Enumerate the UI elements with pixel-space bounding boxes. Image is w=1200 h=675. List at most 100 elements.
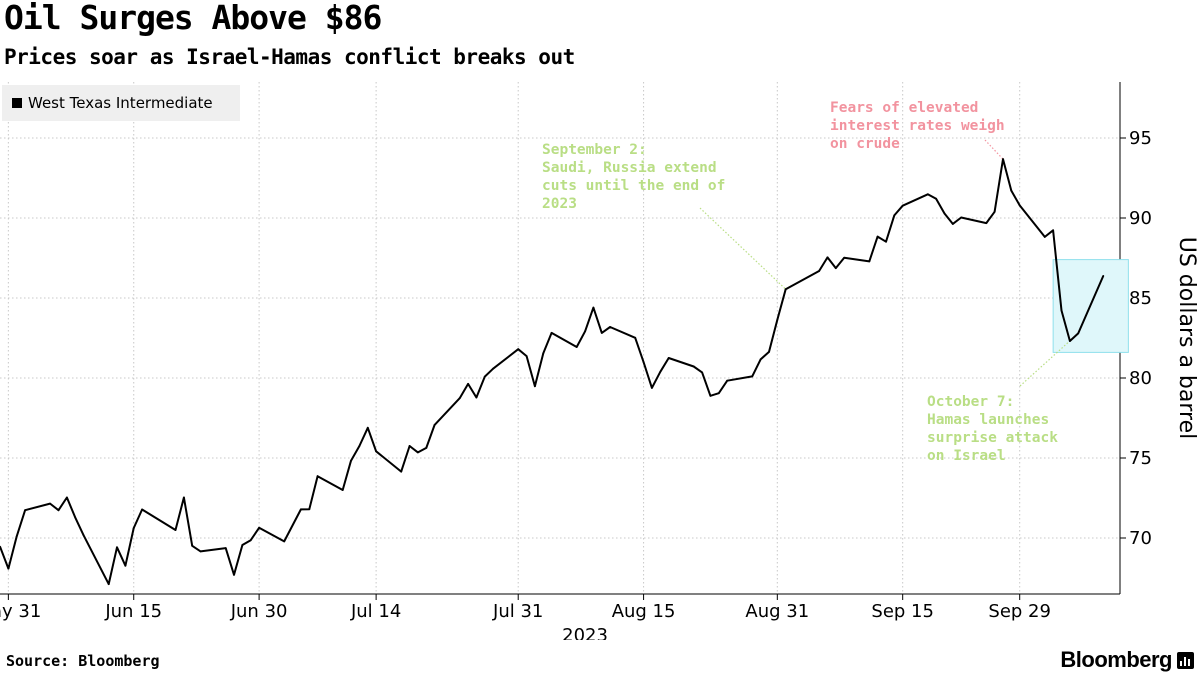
wti-data-point [233,573,235,576]
wti-data-point [776,319,779,321]
wti-data-point [584,330,586,333]
y-tick-label: 90 [1129,208,1152,229]
wti-data-point [483,375,486,378]
wti-data-point [759,358,762,361]
wti-data-point [960,216,963,219]
wti-data-point [843,256,846,259]
wti-data-point [667,357,670,359]
wti-price-line [0,158,1105,586]
september-2-annotation-line: cuts until the end of [542,178,725,194]
wti-data-point [375,450,377,453]
wti-data-point [316,475,319,478]
y-tick-label: 70 [1129,528,1152,549]
x-tick-label: May 31 [0,601,41,622]
september-2-annotation-leader [699,207,787,290]
y-tick-label: 95 [1129,128,1152,149]
october-7-annotation-leader [1019,332,1079,387]
wti-data-point [66,496,68,499]
wti-data-point [717,392,720,395]
wti-data-point [141,508,144,511]
wti-data-point [224,547,227,549]
wti-data-point [726,379,729,382]
wti-data-point [341,489,344,491]
y-axis-title: US dollars a barrel [1174,237,1199,439]
brand-name: Bloomberg [1060,647,1172,672]
wti-data-point [1002,158,1004,161]
wti-data-point [82,534,85,537]
wti-data-point [751,375,754,378]
wti-data-point [258,526,260,529]
x-tick-label: Sep 15 [871,601,934,622]
wti-data-point [525,355,528,357]
wti-data-point [107,583,110,585]
x-tick-label: Aug 15 [612,601,676,622]
wti-data-point [592,306,595,309]
wti-data-point [15,535,18,538]
wti-data-point [241,544,244,546]
wti-data-point [943,212,946,215]
wti-data-point [1077,332,1080,335]
y-tick-label: 85 [1129,288,1152,309]
wti-data-point [1043,236,1046,238]
chart-subtitle: Prices soar as Israel-Hamas conflict bre… [4,45,575,69]
wti-data-point [1052,229,1054,232]
wti-data-point [183,496,185,499]
y-tick-label: 80 [1129,368,1152,389]
wti-data-point [634,336,637,339]
october-7-annotation-line: surprise attack [927,430,1058,446]
wti-data-point [550,332,553,334]
fed-rates-annotation-line: on crude [830,136,900,152]
wti-data-point [600,332,603,334]
wti-data-point [7,567,10,570]
legend: West Texas Intermediate [2,85,240,121]
wti-data-point [885,240,887,243]
x-tick-label: Jul 31 [492,601,543,622]
wti-data-point [542,352,545,355]
chart-title: Oil Surges Above $86 [4,0,382,37]
wti-data-point [534,385,536,388]
legend-label: West Texas Intermediate [28,94,213,112]
fed-rates-annotation-leader [984,139,1004,160]
legend-swatch [12,98,22,108]
wti-data-point [951,223,954,225]
october-7-annotation-line: Hamas launches [927,412,1049,428]
wti-data-point [199,550,202,553]
wti-data-point [893,214,896,217]
wti-data-point [458,397,461,400]
y-tick-label: 75 [1129,448,1152,469]
wti-data-point [308,508,311,511]
x-tick-label: Sep 29 [988,601,1051,622]
wti-data-point [408,445,411,447]
wti-data-point [366,426,369,429]
wti-data-point [1010,189,1013,192]
september-2-annotation-line: Saudi, Russia extend [542,160,717,176]
wti-data-point [132,527,135,529]
wti-data-point [692,365,695,368]
wti-data-point [425,447,428,449]
wti-data-point [0,545,1,548]
bloomberg-terminal-icon [1177,651,1194,669]
wti-data-point [467,383,469,385]
september-2-annotation-line: 2023 [542,196,577,212]
x-year-label: 2023 [562,625,608,640]
wti-data-point [492,367,494,370]
wti-data-point [609,326,611,328]
wti-data-point [659,370,662,373]
wti-data-point [417,451,419,454]
wti-data-point [818,270,820,272]
oil-price-chart: 70 75 80 85 90 95 May 31 Jun 15 Jun 30 Jul 14 Jul … [0,82,1199,640]
wti-data-point [701,371,703,374]
x-tick-label: Jun 30 [230,601,288,622]
wti-data-point [985,222,988,225]
wti-data-point [24,509,26,512]
october-7-annotation-line: October 7: [927,394,1014,410]
wti-data-point [300,508,302,511]
x-tick-label: Jun 15 [104,601,162,622]
wti-data-point [1060,309,1063,312]
bloomberg-logo: Bloomberg [1060,647,1194,673]
wti-data-point [868,260,871,263]
wti-data-point [116,546,118,549]
october-7-annotation-line: on Israel [927,448,1006,464]
wti-data-point [768,351,770,353]
wti-data-point [283,540,286,543]
